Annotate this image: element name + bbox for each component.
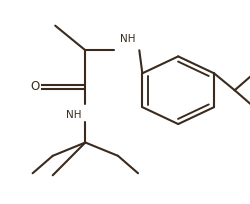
Text: NH: NH [120, 33, 135, 43]
Text: NH: NH [65, 109, 81, 119]
Text: O: O [30, 79, 40, 92]
